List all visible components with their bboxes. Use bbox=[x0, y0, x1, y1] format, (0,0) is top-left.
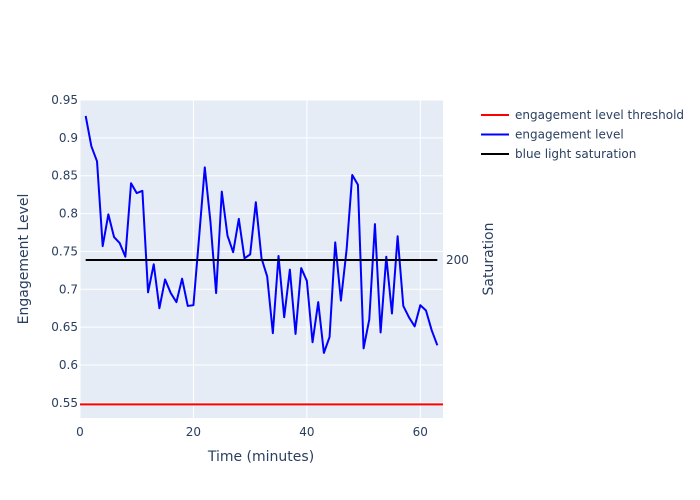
series-lines bbox=[80, 115, 443, 406]
x-axis-title: Time (minutes) bbox=[207, 449, 314, 465]
x-tick-label: 0 bbox=[76, 425, 84, 439]
legend-label-blue-light-saturation: blue light saturation bbox=[515, 147, 636, 161]
tick-labels: 0 20 40 60 0.55 0.6 0.65 0.7 0.75 0.8 0.85 0.9 0.95 2… bbox=[51, 93, 469, 439]
y2-axis-title: Saturation bbox=[481, 223, 497, 296]
y-tick-label: 0.65 bbox=[51, 320, 78, 334]
series-line-engagement-level bbox=[84, 115, 439, 354]
y-axis-title: Engagement Level bbox=[16, 194, 32, 325]
y-tick-label: 0.6 bbox=[59, 358, 78, 372]
y2-tick-label: 200 bbox=[446, 253, 469, 267]
legend-label-engagement-level-threshold: engagement level threshold bbox=[515, 108, 684, 122]
y-tick-label: 0.9 bbox=[59, 131, 78, 145]
y-tick-label: 0.75 bbox=[51, 244, 78, 258]
y-tick-label: 0.7 bbox=[59, 282, 78, 296]
x-tick-label: 60 bbox=[413, 425, 428, 439]
y-tick-label: 0.85 bbox=[51, 169, 78, 183]
x-tick-label: 40 bbox=[299, 425, 314, 439]
y-tick-label: 0.95 bbox=[51, 93, 78, 107]
legend-label-engagement-level: engagement level bbox=[515, 128, 624, 142]
y-tick-label: 0.8 bbox=[59, 207, 78, 221]
x-tick-label: 20 bbox=[186, 425, 201, 439]
y-tick-label: 0.55 bbox=[51, 396, 78, 410]
legend: engagement level threshold engagement lev… bbox=[481, 108, 684, 161]
